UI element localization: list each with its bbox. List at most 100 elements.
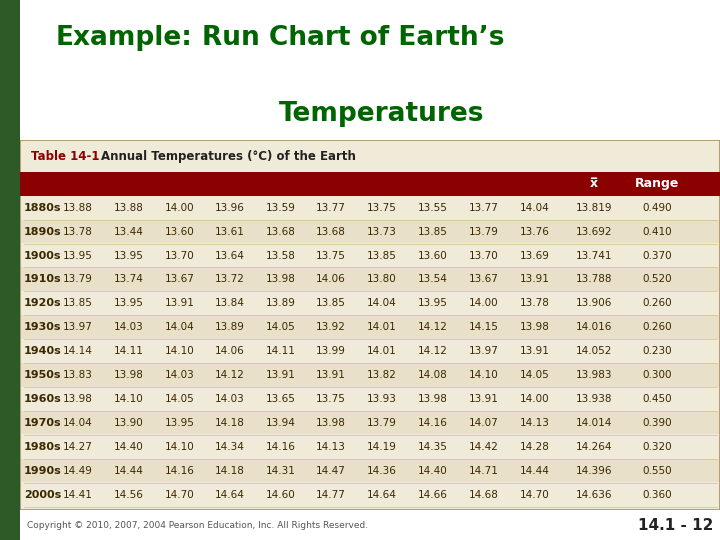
Text: 13.938: 13.938 — [576, 394, 612, 404]
FancyBboxPatch shape — [21, 459, 719, 482]
Text: 14.03: 14.03 — [114, 322, 143, 332]
Text: 14.12: 14.12 — [215, 370, 245, 380]
Text: 13.67: 13.67 — [469, 274, 498, 285]
Text: 14.11: 14.11 — [266, 346, 295, 356]
Text: 13.78: 13.78 — [63, 227, 92, 237]
Text: 14.40: 14.40 — [418, 465, 448, 476]
Text: 14.00: 14.00 — [469, 299, 498, 308]
FancyBboxPatch shape — [21, 315, 719, 339]
Text: 13.77: 13.77 — [469, 202, 498, 213]
Text: 13.75: 13.75 — [316, 251, 346, 260]
Text: 13.70: 13.70 — [165, 251, 194, 260]
Text: 13.79: 13.79 — [63, 274, 92, 285]
Text: 0.300: 0.300 — [642, 370, 672, 380]
Text: 0.370: 0.370 — [642, 251, 672, 260]
Text: 2000s: 2000s — [24, 490, 61, 500]
Text: 14.40: 14.40 — [114, 442, 143, 452]
Text: Run Chart of Earth’s: Run Chart of Earth’s — [202, 25, 505, 51]
FancyBboxPatch shape — [21, 411, 719, 435]
Text: 14.70: 14.70 — [520, 490, 549, 500]
Text: 13.77: 13.77 — [316, 202, 346, 213]
Text: 13.90: 13.90 — [114, 418, 143, 428]
Text: 14.636: 14.636 — [576, 490, 612, 500]
Text: 14.05: 14.05 — [266, 322, 295, 332]
Text: 13.79: 13.79 — [366, 418, 396, 428]
Text: 13.68: 13.68 — [316, 227, 346, 237]
Text: 14.01: 14.01 — [366, 322, 396, 332]
Text: 13.94: 13.94 — [266, 418, 295, 428]
Text: 14.10: 14.10 — [165, 442, 194, 452]
Text: 13.88: 13.88 — [63, 202, 92, 213]
Text: 14.18: 14.18 — [215, 465, 245, 476]
FancyBboxPatch shape — [21, 267, 719, 291]
Text: 14.04: 14.04 — [165, 322, 194, 332]
FancyBboxPatch shape — [21, 220, 719, 243]
Text: 1970s: 1970s — [24, 418, 61, 428]
Text: 14.03: 14.03 — [215, 394, 245, 404]
Text: 1900s: 1900s — [24, 251, 61, 260]
Text: 14.016: 14.016 — [576, 322, 612, 332]
Text: 14.014: 14.014 — [576, 418, 612, 428]
Text: 1950s: 1950s — [24, 370, 61, 380]
Text: 14.04: 14.04 — [366, 299, 396, 308]
Text: 14.10: 14.10 — [114, 394, 143, 404]
Text: 14.64: 14.64 — [215, 490, 245, 500]
Text: 1930s: 1930s — [24, 322, 61, 332]
Text: 0.390: 0.390 — [642, 418, 672, 428]
Text: 14.31: 14.31 — [266, 465, 295, 476]
Text: 13.75: 13.75 — [366, 202, 396, 213]
Text: 14.03: 14.03 — [165, 370, 194, 380]
Text: 13.78: 13.78 — [520, 299, 549, 308]
Text: 13.91: 13.91 — [165, 299, 194, 308]
Text: 14.396: 14.396 — [576, 465, 612, 476]
Text: 0.260: 0.260 — [642, 299, 672, 308]
Text: 13.83: 13.83 — [63, 370, 92, 380]
Text: 14.07: 14.07 — [469, 418, 498, 428]
Text: 13.60: 13.60 — [165, 227, 194, 237]
Text: 1910s: 1910s — [24, 274, 61, 285]
Text: 13.75: 13.75 — [316, 394, 346, 404]
Text: 13.96: 13.96 — [215, 202, 245, 213]
Text: 1920s: 1920s — [24, 299, 61, 308]
Text: 13.82: 13.82 — [366, 370, 396, 380]
Text: 13.74: 13.74 — [114, 274, 143, 285]
Text: 14.04: 14.04 — [520, 202, 549, 213]
Text: 0.230: 0.230 — [642, 346, 672, 356]
Text: 14.44: 14.44 — [114, 465, 143, 476]
Text: 13.59: 13.59 — [266, 202, 295, 213]
Text: 14.13: 14.13 — [316, 442, 346, 452]
Text: 13.80: 13.80 — [366, 274, 396, 285]
Text: 14.36: 14.36 — [366, 465, 396, 476]
Text: 0.260: 0.260 — [642, 322, 672, 332]
Text: 13.98: 13.98 — [418, 394, 448, 404]
Text: 13.89: 13.89 — [266, 299, 295, 308]
Text: 13.99: 13.99 — [316, 346, 346, 356]
Text: 14.77: 14.77 — [316, 490, 346, 500]
Text: 14.01: 14.01 — [366, 346, 396, 356]
Text: 14.1 - 12: 14.1 - 12 — [638, 518, 713, 532]
Text: 14.56: 14.56 — [114, 490, 143, 500]
Text: 14.35: 14.35 — [418, 442, 448, 452]
Text: 14.70: 14.70 — [165, 490, 194, 500]
Text: 14.10: 14.10 — [165, 346, 194, 356]
Text: 13.91: 13.91 — [520, 346, 549, 356]
Text: 13.692: 13.692 — [576, 227, 612, 237]
Text: 14.44: 14.44 — [520, 465, 549, 476]
Text: 14.16: 14.16 — [266, 442, 295, 452]
Text: 13.98: 13.98 — [520, 322, 549, 332]
Text: 13.89: 13.89 — [215, 322, 245, 332]
FancyBboxPatch shape — [21, 363, 719, 387]
Text: 13.88: 13.88 — [114, 202, 143, 213]
Text: 13.58: 13.58 — [266, 251, 295, 260]
Text: 13.95: 13.95 — [114, 251, 143, 260]
Text: 14.60: 14.60 — [266, 490, 295, 500]
Text: x̅: x̅ — [590, 177, 598, 190]
Text: 14.41: 14.41 — [63, 490, 92, 500]
Text: 0.320: 0.320 — [642, 442, 672, 452]
Text: 13.95: 13.95 — [114, 299, 143, 308]
Text: 13.85: 13.85 — [63, 299, 92, 308]
Text: 0.450: 0.450 — [642, 394, 672, 404]
Text: 14.00: 14.00 — [165, 202, 194, 213]
FancyBboxPatch shape — [20, 140, 720, 510]
Text: 13.95: 13.95 — [165, 418, 194, 428]
